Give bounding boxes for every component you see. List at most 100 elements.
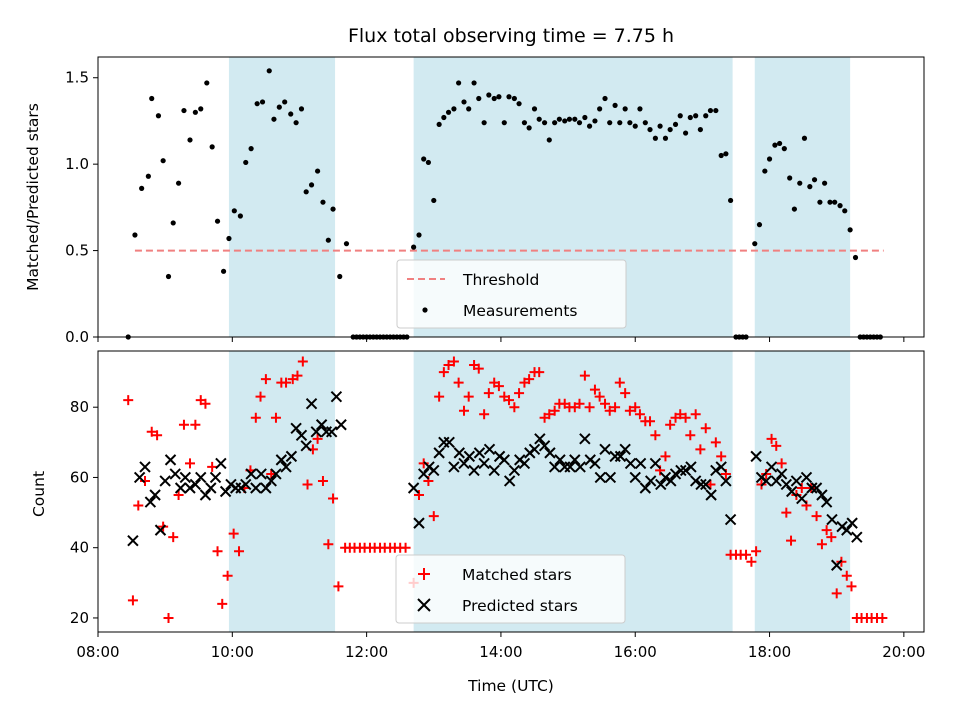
data-point: [649, 457, 662, 470]
data-point: [831, 588, 842, 599]
data-point: [433, 447, 445, 459]
data-point: [569, 454, 581, 466]
data-point: [817, 199, 823, 205]
data-point: [695, 444, 706, 455]
data-point: [837, 203, 843, 209]
data-point: [298, 106, 305, 112]
data-point: [669, 468, 682, 480]
data-point: [169, 468, 181, 480]
data-point: [421, 156, 427, 162]
data-point: [524, 374, 535, 385]
data-point: [418, 458, 429, 469]
data-point: [483, 443, 496, 456]
data-point: [822, 180, 828, 186]
data-point: [594, 391, 605, 402]
data-point: [297, 356, 308, 367]
data-point: [741, 549, 752, 560]
data-point: [511, 95, 517, 102]
data-point: [416, 232, 422, 238]
data-point: [772, 142, 778, 148]
series-predicted-stars: [127, 390, 863, 571]
legend: Threshold Measurements: [396, 259, 627, 329]
data-point: [592, 118, 598, 124]
data-point: [723, 151, 729, 157]
data-point: [270, 412, 281, 423]
data-point: [655, 478, 667, 491]
data-point: [237, 213, 243, 219]
bottom-y-axis-label: Count: [30, 471, 48, 517]
data-point: [607, 120, 613, 126]
data-point: [212, 546, 223, 557]
data-point: [431, 197, 437, 204]
x-tick-label: 20:00: [882, 643, 925, 661]
data-point: [566, 116, 573, 122]
data-point: [461, 99, 467, 105]
data-point: [800, 471, 813, 484]
data-point: [123, 395, 134, 406]
data-point: [501, 120, 507, 126]
data-point: [453, 377, 464, 388]
data-point: [300, 440, 312, 452]
legend-box: [396, 259, 627, 329]
data-point: [428, 511, 439, 522]
data-point: [810, 482, 823, 494]
data-point: [770, 475, 782, 487]
data-point: [781, 146, 787, 152]
data-point: [642, 120, 648, 126]
data-point: [531, 106, 538, 112]
data-point: [796, 482, 807, 493]
legend-label: Matched stars: [462, 566, 572, 584]
data-point: [703, 113, 709, 119]
data-point: [493, 381, 504, 392]
data-point: [877, 612, 888, 623]
data-point: [245, 468, 257, 480]
top-panel: 0.0 0.5 1.0 1.5 Threshold Measurements: [65, 56, 925, 346]
data-point: [695, 478, 707, 491]
data-point: [240, 478, 252, 491]
legend: Matched stars Predicted stars: [395, 554, 626, 624]
data-point: [820, 496, 833, 508]
data-point: [445, 109, 452, 115]
data-point: [468, 464, 480, 477]
data-point: [160, 158, 166, 164]
data-point: [481, 120, 487, 126]
data-point: [727, 197, 734, 204]
data-point: [584, 402, 595, 413]
data-point: [647, 126, 653, 133]
data-point: [170, 220, 176, 226]
data-point: [271, 116, 277, 122]
data-point: [614, 450, 627, 463]
data-point: [281, 377, 292, 388]
data-point: [491, 95, 497, 102]
x-tick-label: 14:00: [479, 643, 522, 661]
data-point: [488, 464, 500, 477]
data-point: [826, 513, 838, 526]
data-point: [255, 468, 267, 480]
data-point: [821, 525, 832, 536]
data-point: [715, 461, 727, 473]
y-tick-label: 60: [70, 468, 89, 486]
y-tick-label: 80: [70, 398, 89, 416]
data-point: [425, 159, 431, 166]
data-point: [574, 398, 585, 409]
data-point: [473, 363, 484, 374]
data-point: [541, 120, 548, 126]
data-point: [846, 517, 858, 529]
data-point: [333, 581, 344, 592]
data-point: [650, 430, 661, 441]
data-point: [483, 388, 494, 399]
data-point: [443, 436, 455, 449]
data-point: [549, 405, 560, 416]
y-tick-label: 0.0: [65, 328, 89, 346]
data-point: [644, 475, 657, 487]
data-point: [780, 478, 793, 491]
data-point: [165, 273, 172, 280]
data-point: [479, 409, 490, 420]
data-point: [685, 461, 697, 473]
data-point: [343, 241, 350, 247]
data-point: [310, 426, 322, 438]
data-point: [458, 405, 469, 416]
data-point: [463, 391, 474, 402]
data-point: [250, 482, 262, 494]
data-point: [766, 433, 777, 444]
